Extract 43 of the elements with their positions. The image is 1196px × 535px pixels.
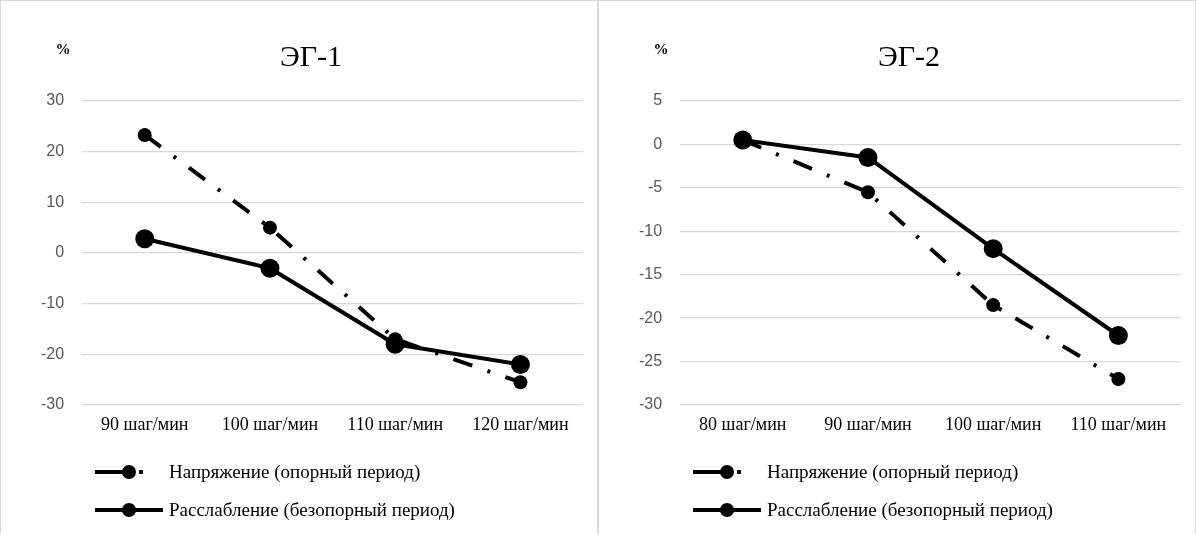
point xyxy=(137,127,152,142)
chart-title: ЭГ-2 xyxy=(877,38,941,72)
x-tick-label: 100 шаг/мин xyxy=(221,413,319,434)
legend-label: Расслабление (безопорный период) xyxy=(767,499,1053,521)
y-tick-label: -25 xyxy=(639,351,663,369)
y-tick-label: -10 xyxy=(639,221,663,239)
y-tick-label: -30 xyxy=(639,395,663,413)
y-tick-label: -30 xyxy=(41,395,65,413)
point xyxy=(858,147,878,167)
y-tick-label: -20 xyxy=(639,308,663,326)
point xyxy=(1108,326,1128,346)
y-axis-title: % xyxy=(653,40,669,57)
y-tick-label: 5 xyxy=(653,91,663,109)
chart-title: ЭГ-1 xyxy=(279,38,343,72)
point xyxy=(986,298,1001,313)
x-tick-label: 120 шаг/мин xyxy=(472,413,569,434)
x-tick-label: 110 шаг/мин xyxy=(1070,413,1167,434)
point xyxy=(1111,371,1126,386)
point xyxy=(262,220,277,235)
y-tick-label: 10 xyxy=(46,192,65,210)
x-tick-label: 80 шаг/мин xyxy=(699,413,787,434)
y-tick-label: 0 xyxy=(55,243,65,261)
y-tick-label: 0 xyxy=(653,134,663,152)
y-tick-label: -15 xyxy=(639,265,663,283)
x-tick-label: 90 шаг/мин xyxy=(824,413,913,434)
x-tick-label: 110 шаг/мин xyxy=(347,413,444,434)
y-tick-label: -10 xyxy=(41,294,65,312)
x-tick-label: 100 шаг/мин xyxy=(944,413,1042,434)
point xyxy=(513,375,528,390)
legend-label: Напряжение (опорный период) xyxy=(767,461,1019,483)
legend-label: Напряжение (опорный период) xyxy=(169,461,421,483)
y-tick-label: 30 xyxy=(46,91,65,109)
legend-label: Расслабление (безопорный период) xyxy=(169,499,455,521)
point xyxy=(510,354,530,374)
y-tick-label: 20 xyxy=(46,142,65,160)
y-tick-label: -5 xyxy=(647,178,663,196)
y-tick-label: -20 xyxy=(41,344,65,362)
point xyxy=(860,185,875,200)
x-tick-label: 90 шаг/мин xyxy=(101,413,189,434)
point xyxy=(260,258,280,278)
y-axis-title: % xyxy=(55,40,71,57)
point xyxy=(135,229,155,249)
point xyxy=(983,239,1003,259)
